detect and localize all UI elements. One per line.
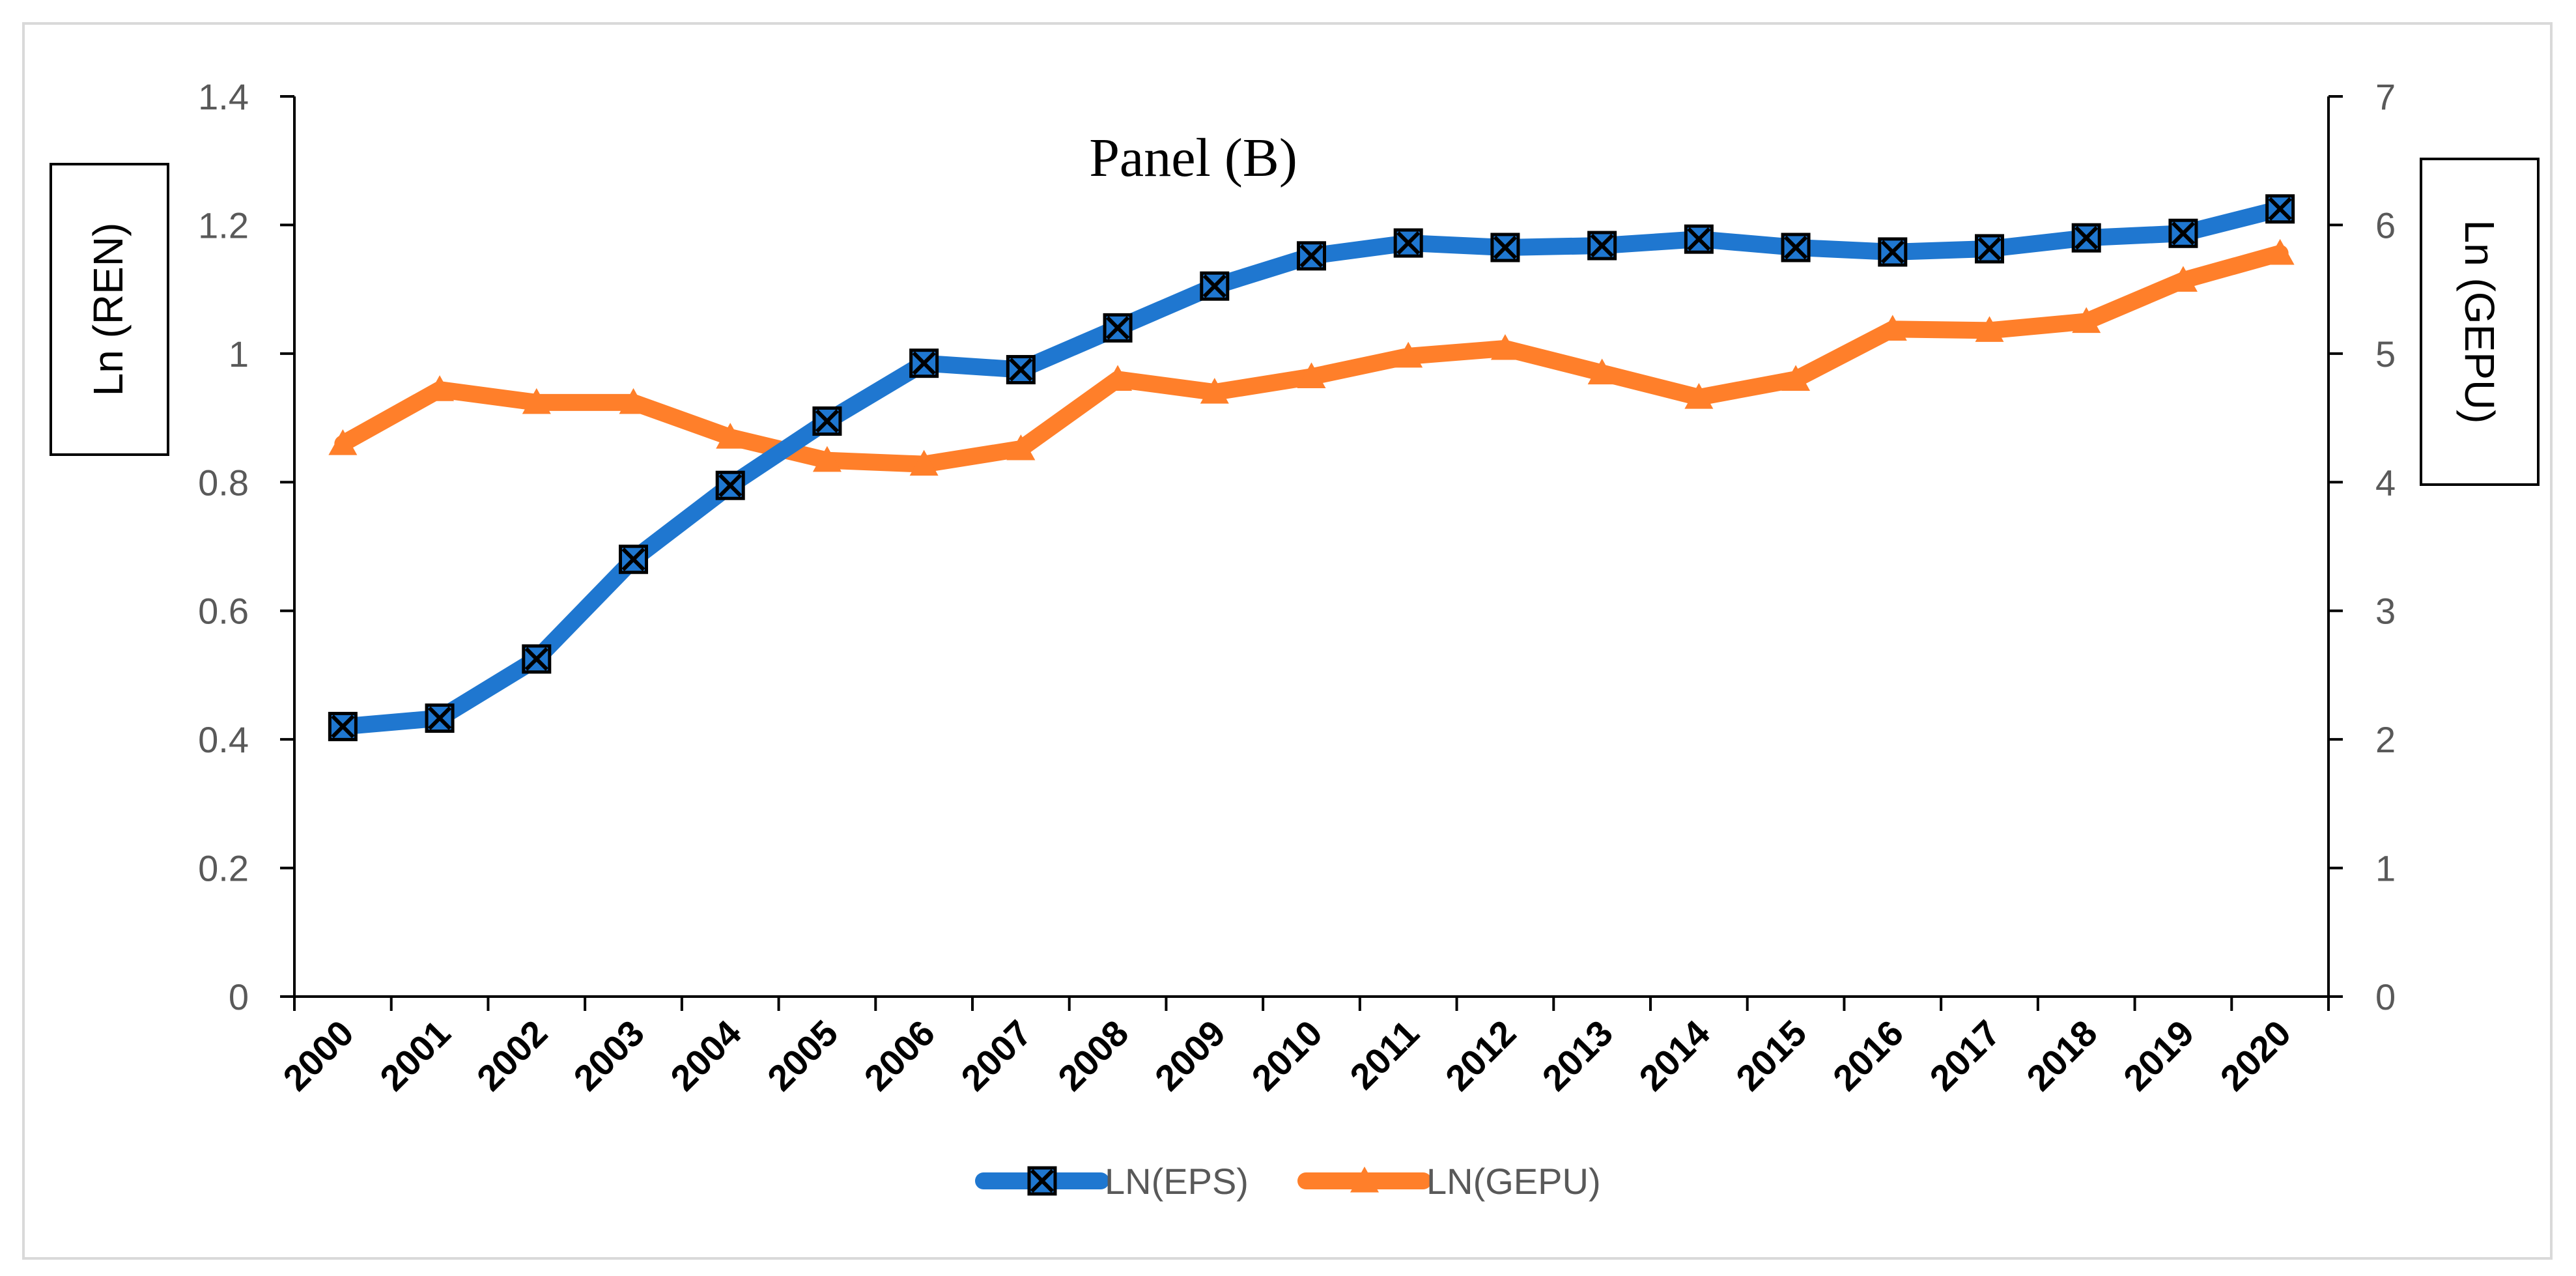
eps-data-point bbox=[328, 711, 358, 741]
x-tick-label: 2017 bbox=[1921, 1012, 2008, 1099]
legend-gepu-label: LN(GEPU) bbox=[1426, 1161, 1601, 1202]
right-axis-title: Ln (GEPU) bbox=[2456, 220, 2503, 424]
x-tick-label: 2012 bbox=[1437, 1012, 1524, 1099]
right-y-tick-label: 4 bbox=[2375, 462, 2396, 503]
left-y-tick-label: 0 bbox=[229, 976, 249, 1017]
gepu-data-point bbox=[328, 429, 358, 455]
gepu-data-point bbox=[716, 423, 745, 449]
x-tick-label: 2019 bbox=[2116, 1012, 2202, 1099]
gepu-data-point bbox=[812, 446, 842, 472]
gepu-data-point bbox=[1200, 378, 1229, 404]
left-axis-title-box bbox=[50, 163, 169, 456]
right-y-tick-label: 7 bbox=[2375, 76, 2396, 117]
left-y-tick-label: 0.8 bbox=[198, 462, 249, 503]
eps-data-point bbox=[1103, 313, 1133, 343]
eps-data-point bbox=[1684, 224, 1714, 254]
x-tick-label: 2020 bbox=[2212, 1012, 2299, 1099]
left-y-tick-label: 0.6 bbox=[198, 591, 249, 632]
eps-series-line bbox=[334, 200, 2289, 735]
eps-data-point bbox=[2071, 223, 2101, 253]
eps-data-point bbox=[812, 406, 842, 436]
legend-eps-marker bbox=[1027, 1166, 1057, 1196]
x-tick-label: 2016 bbox=[1825, 1012, 1912, 1099]
gepu-data-point bbox=[1394, 341, 1423, 368]
x-tick-label: 2007 bbox=[953, 1012, 1040, 1099]
x-tick-label: 2014 bbox=[1631, 1012, 1718, 1099]
eps-data-point bbox=[715, 470, 745, 500]
eps-data-point bbox=[1393, 228, 1423, 258]
gepu-data-point bbox=[1684, 382, 1714, 409]
x-tick-label: 2002 bbox=[469, 1012, 556, 1099]
eps-data-point bbox=[2168, 218, 2198, 248]
legend-eps-marker-shape bbox=[1027, 1166, 1057, 1196]
gepu-data-point bbox=[1975, 316, 2004, 342]
left-axis-title: Ln (REN) bbox=[85, 223, 132, 397]
gepu-data-point bbox=[1103, 365, 1133, 391]
gepu-data-point bbox=[1490, 333, 1520, 360]
gepu-data-point bbox=[1878, 315, 1907, 341]
gepu-data-point bbox=[2168, 266, 2198, 292]
eps-data-point bbox=[1975, 234, 2004, 264]
gepu-data-point bbox=[425, 375, 455, 401]
gepu-data-point bbox=[2265, 238, 2295, 265]
series-group bbox=[328, 194, 2295, 741]
x-tick-label: 2013 bbox=[1534, 1012, 1621, 1099]
left-y-tick-label: 1.2 bbox=[198, 205, 249, 246]
eps-data-point bbox=[909, 348, 939, 378]
eps-data-point bbox=[1200, 271, 1230, 301]
eps-data-point bbox=[1781, 233, 1811, 262]
eps-data-point bbox=[425, 703, 455, 733]
right-y-tick-label: 6 bbox=[2375, 205, 2396, 246]
left-y-tick-label: 1 bbox=[229, 333, 249, 375]
x-tick-label: 2018 bbox=[2018, 1012, 2105, 1099]
left-y-tick-label: 1.4 bbox=[198, 76, 249, 117]
gepu-data-point bbox=[1006, 434, 1036, 461]
x-tick-label: 2008 bbox=[1050, 1012, 1137, 1099]
gepu-data-point bbox=[1781, 365, 1811, 391]
x-tick-label: 2011 bbox=[1342, 1012, 1426, 1097]
gepu-data-point bbox=[2072, 307, 2101, 333]
right-y-tick-label: 2 bbox=[2375, 719, 2396, 760]
x-tick-label: 2006 bbox=[856, 1012, 942, 1099]
x-tick-label: 2009 bbox=[1147, 1012, 1234, 1099]
x-tick-labels: 2000 2001 2002 2003 2004 2005 2006 2007 2008 2009… bbox=[275, 1012, 2299, 1099]
left-y-tick-label: 0.2 bbox=[198, 848, 249, 889]
x-tick-label: 2000 bbox=[275, 1012, 361, 1099]
x-tick-label: 2010 bbox=[1243, 1012, 1330, 1099]
gepu-data-point bbox=[1297, 362, 1326, 388]
legend: LN(EPS) LN(GEPU) bbox=[975, 1161, 1601, 1202]
eps-data-point bbox=[522, 644, 552, 674]
axes-group: 0 0.2 0.4 0.6 0.8 1 1.2 1.4 0 1 2 3 4 5 6 7 bbox=[198, 76, 2396, 1017]
x-tick-label: 2001 bbox=[372, 1012, 459, 1099]
eps-data-point bbox=[1006, 355, 1036, 385]
legend-gepu-marker-shape bbox=[1350, 1167, 1379, 1193]
gepu-data-point bbox=[522, 388, 551, 414]
eps-data-point bbox=[1297, 241, 1326, 271]
gepu-data-point bbox=[1587, 358, 1617, 385]
gepu-series-line bbox=[334, 244, 2289, 473]
right-y-tick-label: 0 bbox=[2375, 976, 2396, 1017]
eps-data-point bbox=[1490, 233, 1520, 262]
eps-data-point bbox=[1587, 231, 1617, 261]
eps-data-point bbox=[2265, 194, 2295, 224]
gepu-data-point bbox=[909, 449, 939, 476]
eps-data-point bbox=[1878, 237, 1908, 267]
right-axis-title-box bbox=[2420, 158, 2540, 486]
x-tick-label: 2003 bbox=[565, 1012, 652, 1099]
x-tick-label: 2005 bbox=[759, 1012, 846, 1099]
eps-data-point bbox=[619, 545, 648, 574]
legend-gepu-marker bbox=[1350, 1167, 1379, 1193]
gepu-data-point bbox=[619, 388, 648, 414]
right-y-tick-label: 3 bbox=[2375, 591, 2396, 632]
x-tick-label: 2004 bbox=[662, 1012, 749, 1099]
chart-title: Panel (B) bbox=[1089, 128, 1297, 188]
right-y-tick-label: 1 bbox=[2375, 848, 2396, 889]
right-y-tick-label: 5 bbox=[2375, 333, 2396, 375]
legend-eps-label: LN(EPS) bbox=[1105, 1161, 1249, 1202]
left-y-tick-label: 0.4 bbox=[198, 719, 249, 760]
x-tick-label: 2015 bbox=[1728, 1012, 1815, 1099]
